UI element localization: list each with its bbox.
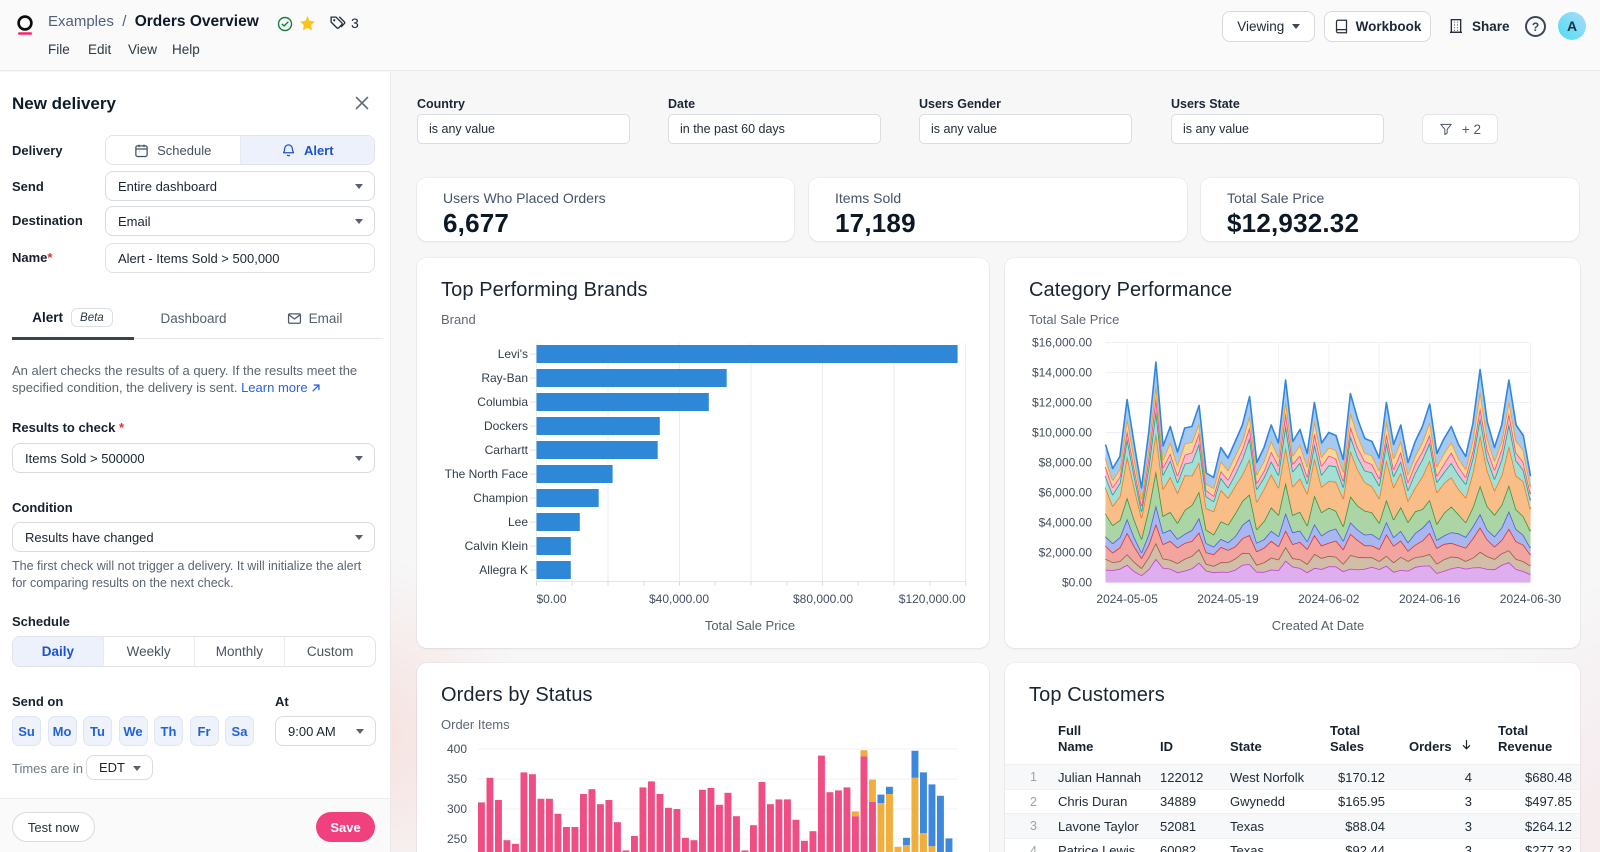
svg-text:Columbia: Columbia bbox=[477, 395, 528, 409]
svg-text:Calvin Klein: Calvin Klein bbox=[465, 539, 528, 553]
svg-text:Total Sale Price: Total Sale Price bbox=[705, 618, 795, 633]
svg-text:2024-06-02: 2024-06-02 bbox=[1298, 592, 1360, 606]
svg-text:2024-05-05: 2024-05-05 bbox=[1096, 592, 1158, 606]
svg-text:400: 400 bbox=[447, 742, 467, 756]
svg-text:Dockers: Dockers bbox=[484, 419, 528, 433]
svg-text:2024-06-30: 2024-06-30 bbox=[1500, 592, 1562, 606]
svg-text:$40,000.00: $40,000.00 bbox=[649, 592, 709, 606]
svg-text:Levi's: Levi's bbox=[498, 347, 528, 361]
svg-text:$80,000.00: $80,000.00 bbox=[793, 592, 853, 606]
svg-text:350: 350 bbox=[447, 772, 467, 786]
svg-text:$6,000.00: $6,000.00 bbox=[1039, 486, 1093, 500]
svg-text:Lee: Lee bbox=[508, 515, 528, 529]
svg-text:$12,000.00: $12,000.00 bbox=[1032, 396, 1092, 410]
svg-text:Created At Date: Created At Date bbox=[1272, 618, 1365, 633]
svg-text:$16,000.00: $16,000.00 bbox=[1032, 336, 1092, 350]
svg-text:$2,000.00: $2,000.00 bbox=[1039, 546, 1093, 560]
svg-text:Allegra K: Allegra K bbox=[479, 563, 528, 577]
svg-text:The North Face: The North Face bbox=[445, 467, 529, 481]
svg-text:Ray-Ban: Ray-Ban bbox=[481, 371, 528, 385]
svg-text:Champion: Champion bbox=[473, 491, 528, 505]
svg-text:250: 250 bbox=[447, 832, 467, 846]
svg-text:300: 300 bbox=[447, 802, 467, 816]
svg-text:$0.00: $0.00 bbox=[1062, 576, 1092, 590]
svg-text:$10,000.00: $10,000.00 bbox=[1032, 426, 1092, 440]
svg-text:$4,000.00: $4,000.00 bbox=[1039, 516, 1093, 530]
svg-text:$120,000.00: $120,000.00 bbox=[899, 592, 966, 606]
svg-text:Carhartt: Carhartt bbox=[485, 443, 529, 457]
svg-text:$8,000.00: $8,000.00 bbox=[1039, 456, 1093, 470]
svg-text:2024-05-19: 2024-05-19 bbox=[1197, 592, 1259, 606]
svg-text:$0.00: $0.00 bbox=[537, 592, 567, 606]
svg-text:2024-06-16: 2024-06-16 bbox=[1399, 592, 1461, 606]
svg-text:$14,000.00: $14,000.00 bbox=[1032, 366, 1092, 380]
